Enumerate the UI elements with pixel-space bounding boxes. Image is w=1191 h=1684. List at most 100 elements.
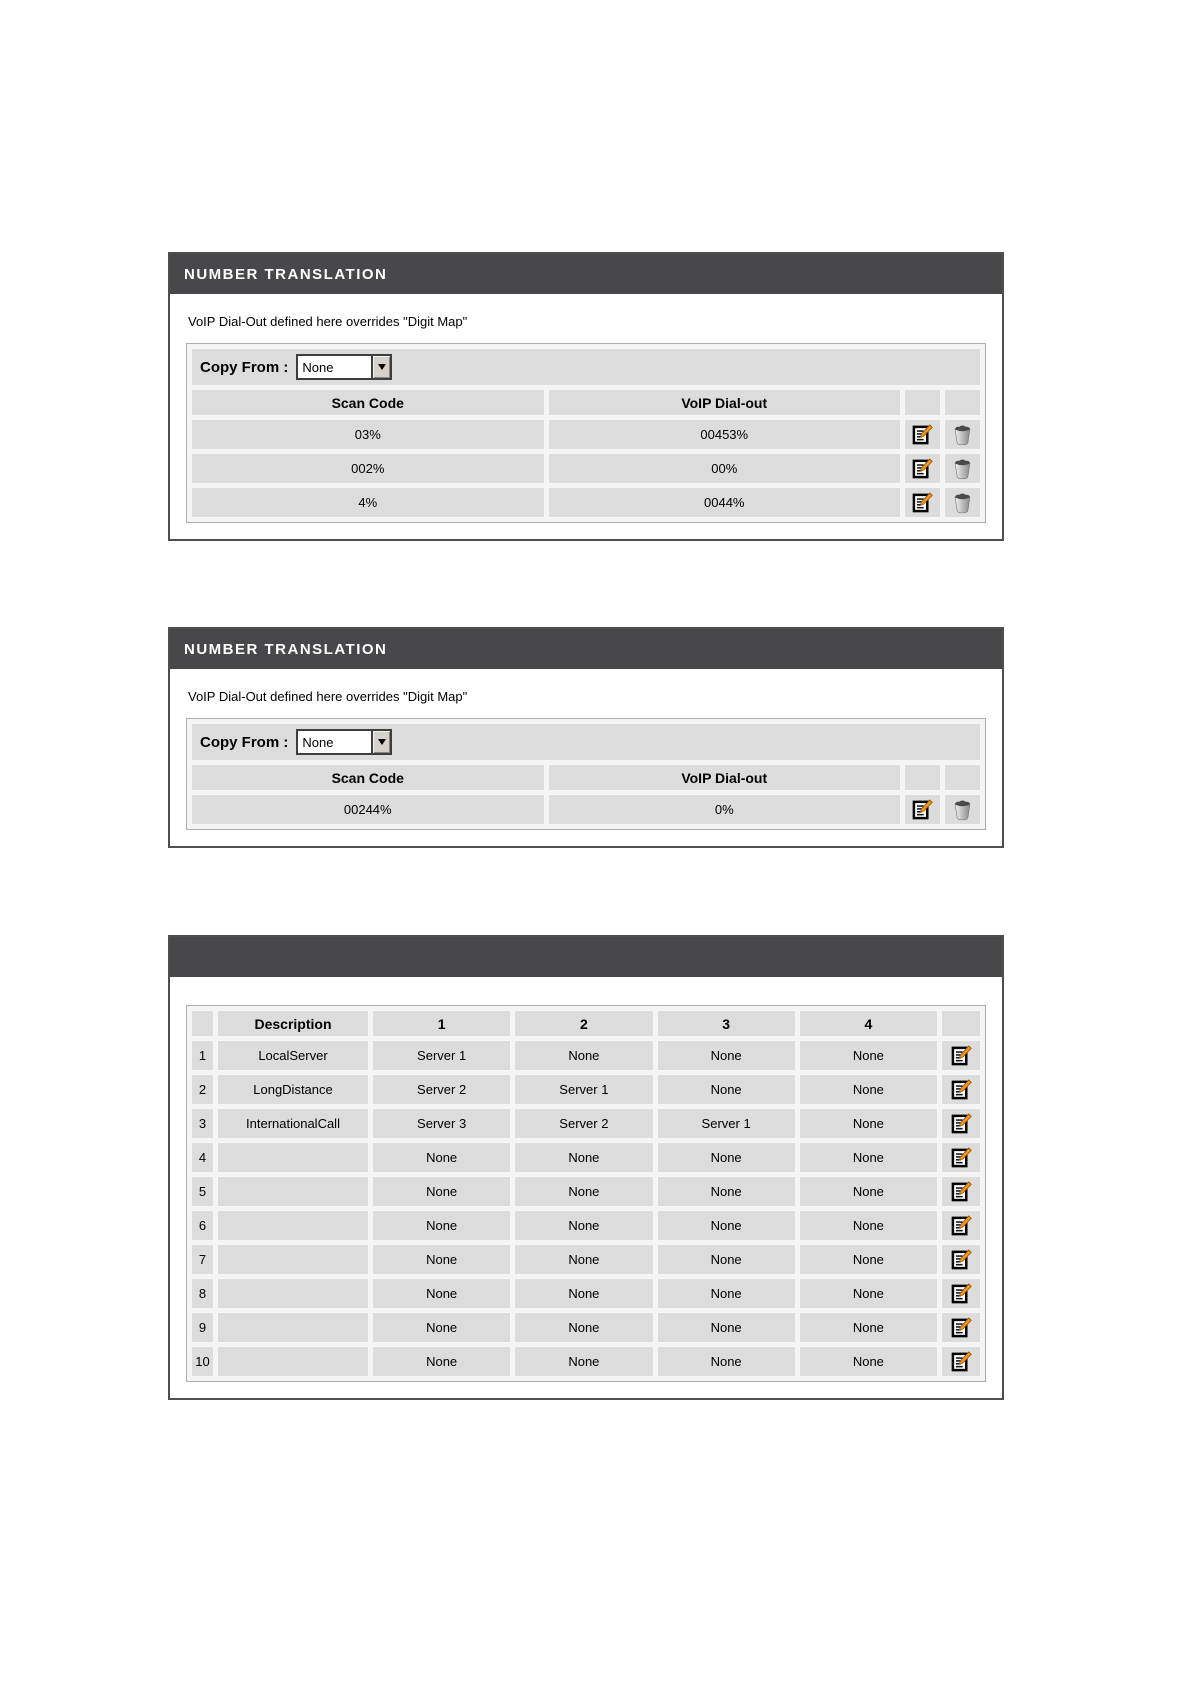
edit-icon[interactable] <box>912 458 933 479</box>
table-header-row: Scan Code VoIP Dial-out <box>191 389 981 416</box>
delete-cell[interactable] <box>944 419 981 450</box>
table-row: 00244% 0% <box>191 794 981 825</box>
edit-icon[interactable] <box>951 1079 972 1100</box>
edit-cell[interactable] <box>941 1074 981 1105</box>
table-row: 002% 00% <box>191 453 981 484</box>
server-2-cell: None <box>514 1040 654 1071</box>
server-mapping-table: Description 1 2 3 4 1 LocalServer Server… <box>186 1005 986 1382</box>
edit-icon[interactable] <box>951 1181 972 1202</box>
edit-icon[interactable] <box>951 1045 972 1066</box>
server-2-cell: None <box>514 1312 654 1343</box>
edit-icon[interactable] <box>912 424 933 445</box>
edit-cell[interactable] <box>904 794 941 825</box>
edit-cell[interactable] <box>904 487 941 518</box>
edit-icon[interactable] <box>912 799 933 820</box>
server-3-cell: None <box>656 1210 796 1241</box>
edit-cell[interactable] <box>941 1040 981 1071</box>
server-2-cell: None <box>514 1176 654 1207</box>
number-translation-panel-1: NUMBER TRANSLATION VoIP Dial-Out defined… <box>168 252 1004 541</box>
edit-cell[interactable] <box>941 1346 981 1377</box>
edit-column-header <box>904 389 941 416</box>
delete-cell[interactable] <box>944 794 981 825</box>
select-dropdown-button[interactable] <box>371 731 391 753</box>
dial-out-cell: 0% <box>547 794 901 825</box>
edit-cell[interactable] <box>941 1210 981 1241</box>
server-1-cell: None <box>372 1244 512 1275</box>
delete-cell[interactable] <box>944 487 981 518</box>
edit-cell[interactable] <box>941 1108 981 1139</box>
server-2-cell: None <box>514 1142 654 1173</box>
column-4-header: 4 <box>798 1010 938 1037</box>
trash-icon[interactable] <box>953 458 972 480</box>
edit-icon[interactable] <box>951 1283 972 1304</box>
trash-icon[interactable] <box>953 492 972 514</box>
description-cell <box>217 1176 369 1207</box>
description-cell <box>217 1278 369 1309</box>
server-2-cell: None <box>514 1210 654 1241</box>
edit-column-header <box>941 1010 981 1037</box>
trash-icon[interactable] <box>953 799 972 821</box>
dial-out-cell: 00% <box>547 453 901 484</box>
chevron-down-icon <box>377 739 386 745</box>
scan-code-header: Scan Code <box>191 764 545 791</box>
description-cell <box>217 1312 369 1343</box>
row-number-header <box>191 1010 214 1037</box>
server-1-cell: None <box>372 1210 512 1241</box>
server-1-cell: Server 2 <box>372 1074 512 1105</box>
table-row: 4 None None None None <box>191 1142 981 1173</box>
edit-icon[interactable] <box>951 1147 972 1168</box>
server-2-cell: Server 1 <box>514 1074 654 1105</box>
description-cell <box>217 1142 369 1173</box>
edit-cell[interactable] <box>941 1142 981 1173</box>
row-number-cell: 3 <box>191 1108 214 1139</box>
copy-from-value: None <box>302 734 334 750</box>
edit-cell[interactable] <box>904 419 941 450</box>
server-3-cell: None <box>656 1244 796 1275</box>
description-cell: LongDistance <box>217 1074 369 1105</box>
edit-icon[interactable] <box>951 1215 972 1236</box>
edit-icon[interactable] <box>951 1249 972 1270</box>
edit-icon[interactable] <box>912 492 933 513</box>
table-row: 9 None None None None <box>191 1312 981 1343</box>
table-row: 1 LocalServer Server 1 None None None <box>191 1040 981 1071</box>
row-number-cell: 2 <box>191 1074 214 1105</box>
select-dropdown-button[interactable] <box>371 356 391 378</box>
description-cell <box>217 1244 369 1275</box>
chevron-down-icon <box>377 364 386 370</box>
edit-icon[interactable] <box>951 1317 972 1338</box>
table-row: 2 LongDistance Server 2 Server 1 None No… <box>191 1074 981 1105</box>
row-number-cell: 5 <box>191 1176 214 1207</box>
delete-cell[interactable] <box>944 453 981 484</box>
row-number-cell: 4 <box>191 1142 214 1173</box>
description-header: Description <box>217 1010 369 1037</box>
table-row: 6 None None None None <box>191 1210 981 1241</box>
edit-icon[interactable] <box>951 1351 972 1372</box>
server-3-cell: None <box>656 1176 796 1207</box>
description-cell: LocalServer <box>217 1040 369 1071</box>
edit-cell[interactable] <box>941 1312 981 1343</box>
edit-cell[interactable] <box>904 453 941 484</box>
server-2-cell: None <box>514 1244 654 1275</box>
override-note: VoIP Dial-Out defined here overrides "Di… <box>188 314 468 329</box>
column-2-header: 2 <box>514 1010 654 1037</box>
edit-cell[interactable] <box>941 1278 981 1309</box>
server-3-cell: None <box>656 1040 796 1071</box>
copy-from-select[interactable]: None <box>296 354 393 380</box>
table-row: 4% 0044% <box>191 487 981 518</box>
server-2-cell: None <box>514 1278 654 1309</box>
panel-body: Description 1 2 3 4 1 LocalServer Server… <box>170 977 1002 1398</box>
copy-from-select[interactable]: None <box>296 729 393 755</box>
copy-from-bar: Copy From : None <box>191 348 981 386</box>
edit-cell[interactable] <box>941 1176 981 1207</box>
edit-cell[interactable] <box>941 1244 981 1275</box>
description-cell: InternationalCall <box>217 1108 369 1139</box>
server-4-cell: None <box>798 1074 938 1105</box>
trash-icon[interactable] <box>953 424 972 446</box>
override-note: VoIP Dial-Out defined here overrides "Di… <box>188 689 468 704</box>
edit-icon[interactable] <box>951 1113 972 1134</box>
server-2-cell: None <box>514 1346 654 1377</box>
server-4-cell: None <box>798 1278 938 1309</box>
server-1-cell: Server 3 <box>372 1108 512 1139</box>
panel-title: NUMBER TRANSLATION <box>170 254 1002 294</box>
server-4-cell: None <box>798 1040 938 1071</box>
